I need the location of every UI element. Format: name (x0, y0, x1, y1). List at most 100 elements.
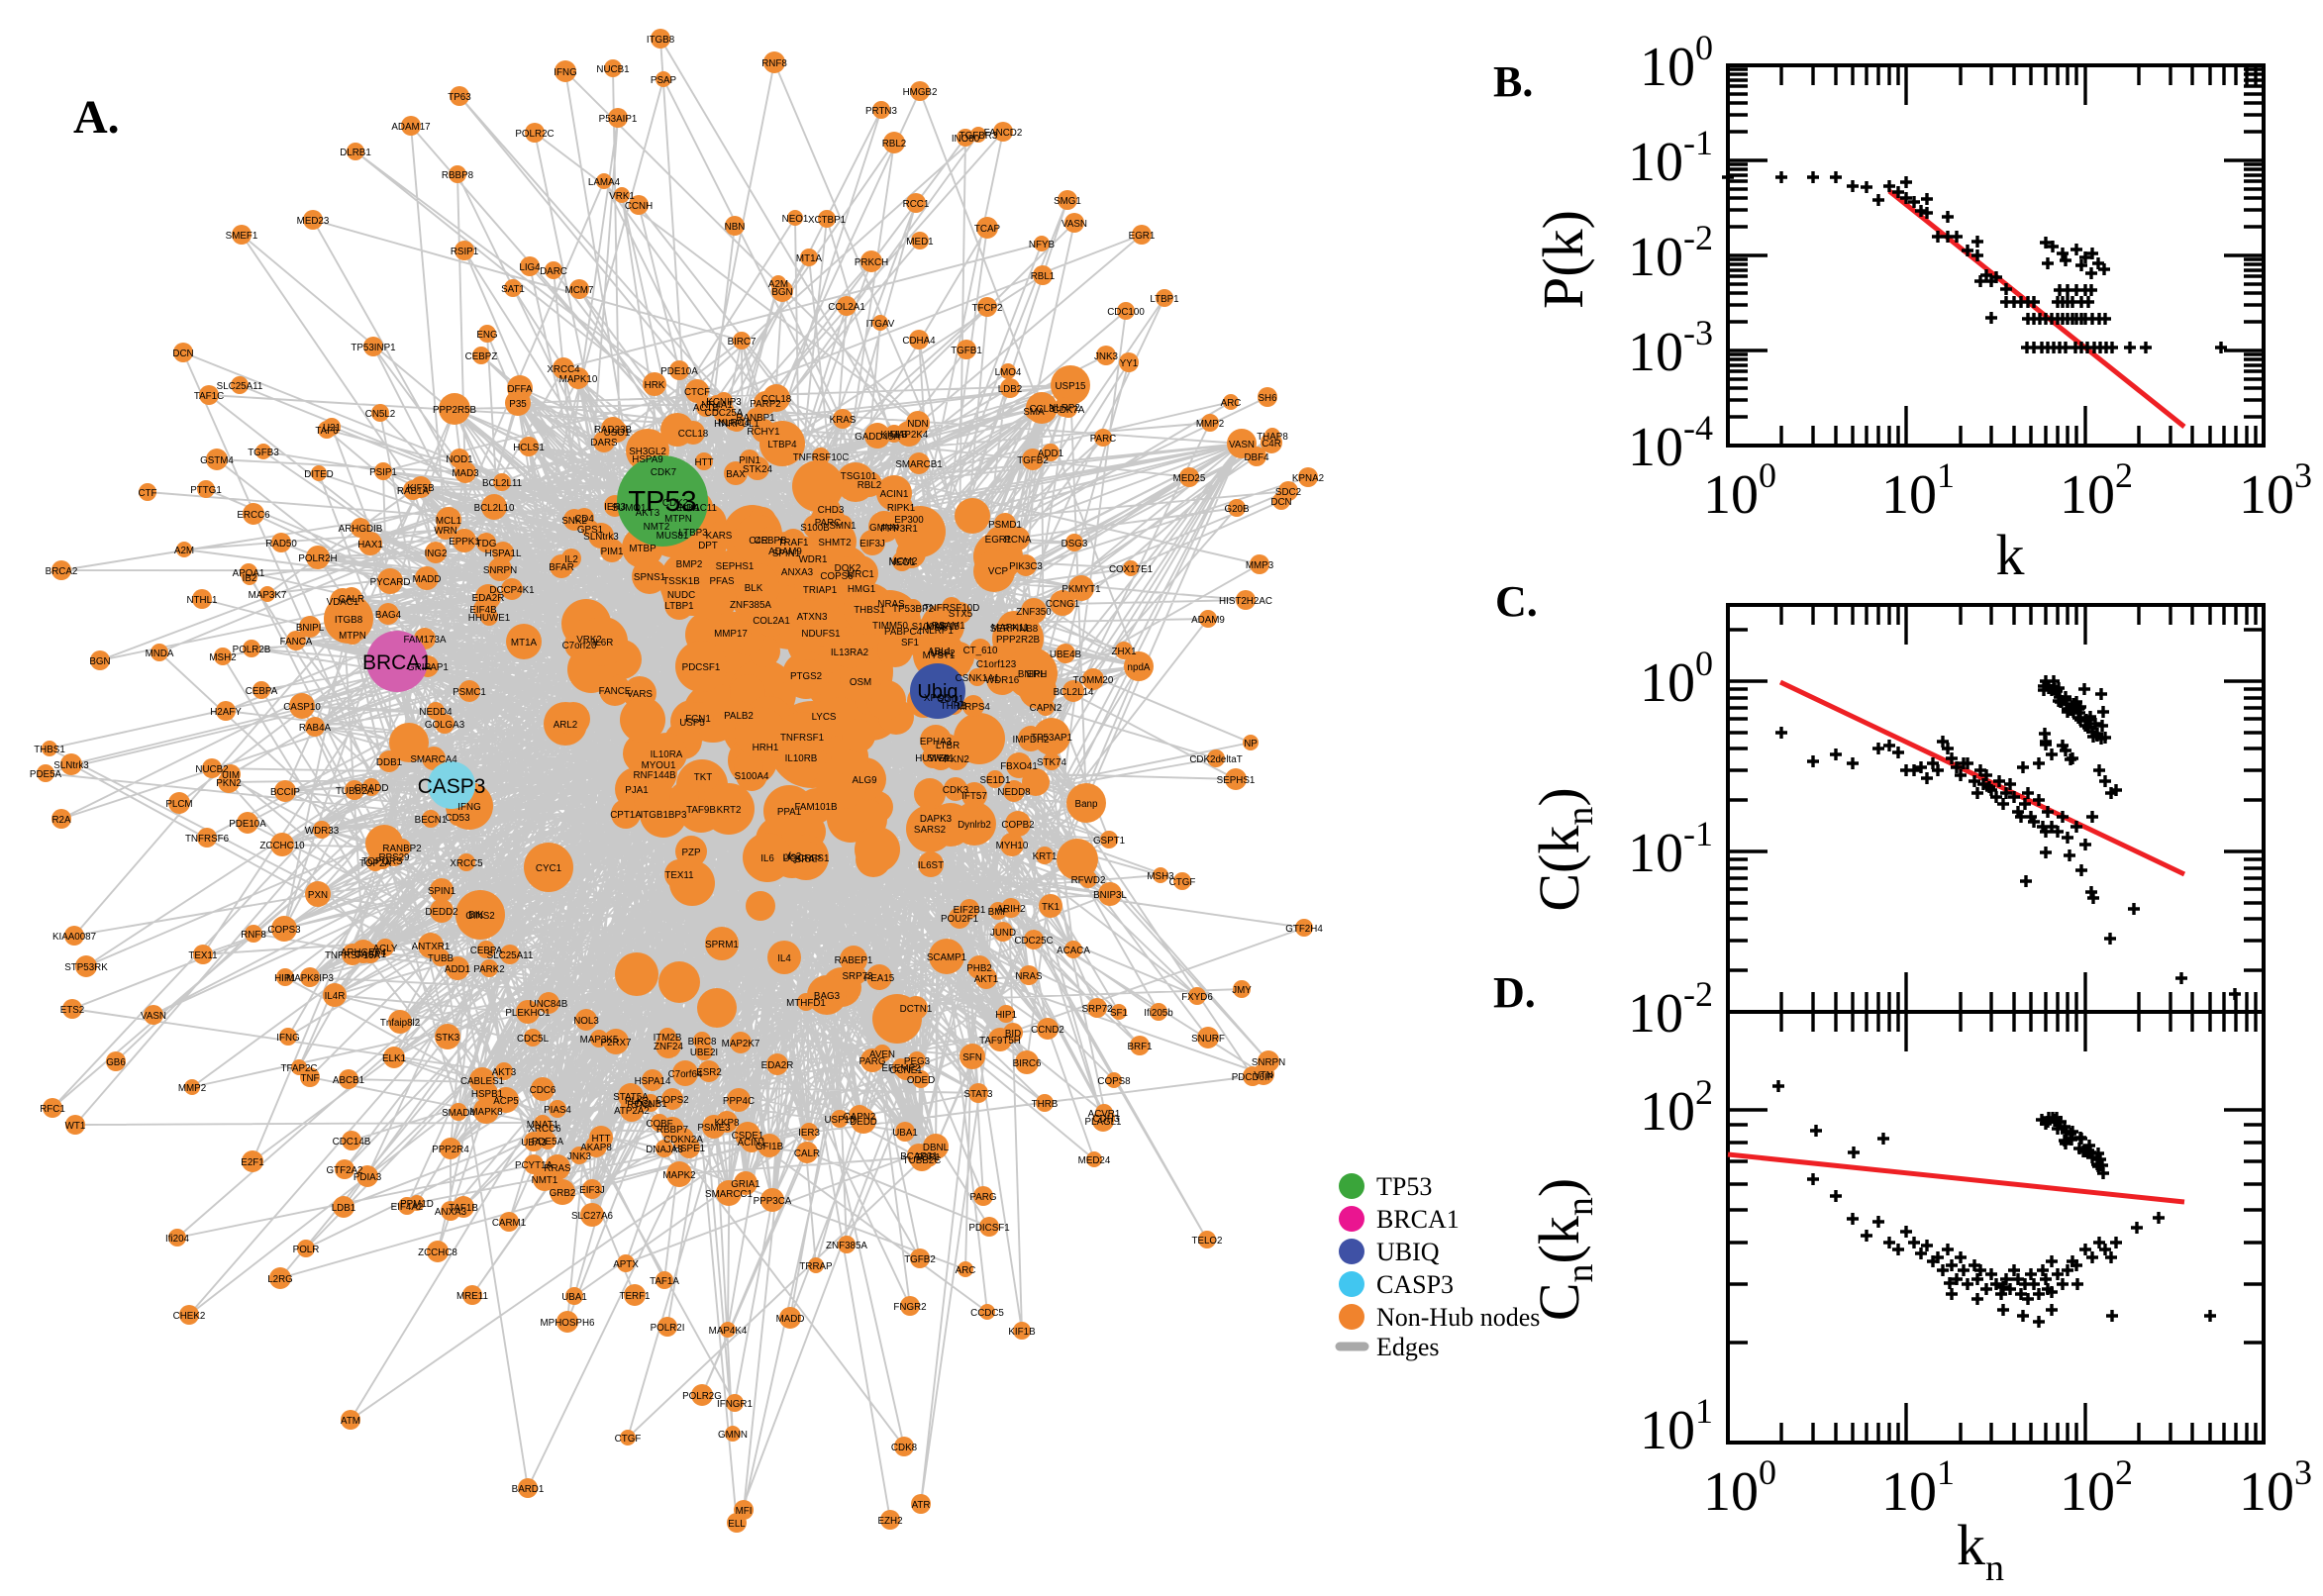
svg-text:XCTBP1: XCTBP1 (808, 215, 846, 226)
svg-text:COPS6: COPS6 (820, 571, 854, 582)
svg-text:NUCB2: NUCB2 (195, 764, 228, 775)
svg-text:TNFRSF6: TNFRSF6 (185, 834, 230, 845)
svg-text:PARC: PARC (815, 518, 842, 529)
svg-text:JNK3: JNK3 (567, 1151, 592, 1162)
svg-text:Non-Hub nodes: Non-Hub nodes (1376, 1303, 1540, 1332)
svg-text:pfs2: pfs2 (783, 851, 802, 862)
svg-text:EIF2B1: EIF2B1 (954, 905, 986, 916)
svg-text:USP15: USP15 (1055, 381, 1086, 392)
svg-text:COPB2: COPB2 (1001, 820, 1034, 831)
svg-text:SEPHS1: SEPHS1 (1217, 775, 1256, 786)
svg-text:ACIN1: ACIN1 (880, 489, 909, 500)
svg-text:DCN: DCN (1270, 497, 1291, 508)
svg-text:VRK1: VRK1 (609, 191, 635, 202)
svg-text:SARS2: SARS2 (914, 825, 946, 836)
svg-text:CTGF: CTGF (615, 1434, 642, 1445)
svg-text:HSPA14: HSPA14 (635, 1076, 671, 1087)
svg-text:ACTB: ACTB (693, 403, 720, 414)
svg-text:ATXN3: ATXN3 (797, 612, 828, 623)
svg-text:MYOU1: MYOU1 (642, 760, 676, 771)
svg-text:CCNB1: CCNB1 (634, 1099, 666, 1110)
svg-text:S100A4: S100A4 (735, 771, 769, 782)
svg-text:BCAP31: BCAP31 (900, 1151, 938, 1162)
svg-text:ZCCHC8: ZCCHC8 (418, 1247, 457, 1258)
svg-text:ELK1: ELK1 (676, 503, 700, 514)
svg-text:MNAT1: MNAT1 (527, 1120, 558, 1131)
svg-text:SE1D1: SE1D1 (979, 775, 1010, 786)
svg-text:BGN: BGN (771, 287, 792, 298)
svg-text:SMARCC1: SMARCC1 (705, 1189, 753, 1200)
svg-text:C(kn): C(kn) (1527, 787, 1601, 911)
svg-text:PTGS2: PTGS2 (790, 671, 822, 682)
svg-text:IMPDH2: IMPDH2 (1012, 735, 1049, 746)
svg-text:CDHA4: CDHA4 (902, 336, 936, 347)
svg-text:GTF2A2: GTF2A2 (326, 1165, 362, 1176)
svg-text:NMT1: NMT1 (532, 1175, 558, 1186)
svg-text:SMAD4: SMAD4 (442, 1108, 475, 1119)
svg-text:XRCC5: XRCC5 (450, 858, 483, 869)
svg-text:STK74: STK74 (1037, 757, 1067, 768)
svg-text:SH6: SH6 (1258, 393, 1277, 404)
svg-text:B.: B. (1493, 57, 1533, 106)
svg-text:Tnfaip8l2: Tnfaip8l2 (380, 1018, 420, 1029)
svg-text:npdA: npdA (1128, 662, 1151, 673)
svg-text:PSAP: PSAP (651, 75, 677, 86)
svg-text:ADD1: ADD1 (1038, 449, 1063, 459)
svg-text:KKP8: KKP8 (714, 1118, 740, 1129)
svg-text:PTTG1: PTTG1 (190, 485, 222, 496)
svg-text:GFI1B: GFI1B (756, 1142, 784, 1152)
svg-text:LDB1: LDB1 (332, 1203, 356, 1214)
svg-text:XRCC4: XRCC4 (547, 364, 580, 375)
svg-text:SLC27A6: SLC27A6 (571, 1211, 613, 1222)
svg-text:CD53: CD53 (445, 813, 470, 824)
svg-text:TOP1: TOP1 (915, 1152, 940, 1163)
svg-text:ITGAV: ITGAV (866, 319, 895, 330)
svg-text:SLC25A11: SLC25A11 (487, 950, 534, 961)
svg-text:DITED: DITED (304, 469, 333, 480)
svg-text:DFFA: DFFA (507, 384, 533, 395)
svg-text:PRTN3: PRTN3 (865, 106, 897, 117)
svg-text:H2AFY: H2AFY (210, 707, 242, 718)
svg-text:DCN: DCN (172, 349, 193, 359)
svg-text:MMP2: MMP2 (178, 1083, 206, 1094)
svg-text:UBA1: UBA1 (561, 1292, 587, 1303)
svg-text:DAPK3: DAPK3 (920, 814, 953, 825)
svg-text:Ubiq: Ubiq (917, 681, 958, 703)
svg-text:FBXO41: FBXO41 (1000, 761, 1038, 772)
svg-text:DLRB1: DLRB1 (340, 148, 371, 158)
svg-text:MPHOSPH6: MPHOSPH6 (541, 1318, 596, 1329)
svg-text:PLK3: PLK3 (625, 1096, 650, 1107)
svg-text:GRIPAP1: GRIPAP1 (407, 662, 449, 673)
svg-text:MMP3: MMP3 (1246, 560, 1274, 571)
svg-text:PDCSF1: PDCSF1 (682, 662, 721, 673)
svg-text:CABLES1: CABLES1 (460, 1076, 504, 1087)
svg-text:ARHGDIB: ARHGDIB (339, 524, 383, 535)
svg-text:PHB2: PHB2 (966, 963, 992, 974)
svg-text:ABCB1: ABCB1 (333, 1075, 364, 1086)
svg-text:WT1: WT1 (65, 1121, 86, 1132)
svg-text:P53AIP1: P53AIP1 (599, 114, 638, 125)
svg-text:FANCA: FANCA (280, 637, 313, 648)
svg-text:THRB: THRB (1032, 1099, 1059, 1110)
svg-text:ENG: ENG (476, 330, 497, 341)
svg-text:COBF: COBF (646, 1119, 672, 1130)
svg-text:ING2: ING2 (425, 549, 448, 559)
svg-text:MCL1: MCL1 (436, 516, 461, 527)
svg-text:FAM173A: FAM173A (403, 635, 446, 646)
svg-text:INO80: INO80 (952, 134, 980, 145)
svg-text:ARL2: ARL2 (554, 720, 578, 731)
svg-text:CALR: CALR (339, 594, 364, 605)
svg-text:PKN2: PKN2 (944, 754, 969, 765)
svg-text:LTBP3: LTBP3 (678, 528, 708, 539)
svg-text:TFCP2: TFCP2 (971, 303, 1002, 314)
svg-text:CDK2deltaT: CDK2deltaT (1189, 754, 1242, 765)
svg-text:TOP2A: TOP2A (359, 858, 391, 869)
svg-text:PLEKHO1: PLEKHO1 (505, 1008, 550, 1019)
svg-text:TEX11: TEX11 (188, 950, 217, 961)
svg-text:THRB: THRB (941, 701, 967, 712)
svg-text:UBA3: UBA3 (521, 1138, 547, 1148)
svg-text:CYC1: CYC1 (536, 863, 561, 874)
svg-text:PIN1: PIN1 (739, 455, 760, 466)
svg-text:PJA1: PJA1 (625, 785, 648, 796)
svg-text:k: k (1996, 523, 2025, 587)
